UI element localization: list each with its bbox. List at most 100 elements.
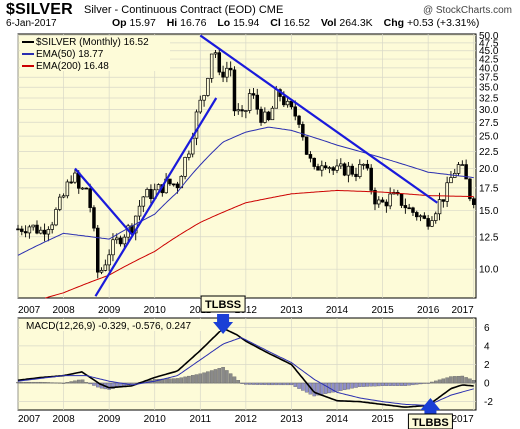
- price-x-tick-label: 2009: [98, 305, 121, 316]
- macd-histogram-bar: [445, 377, 449, 384]
- macd-histogram-bar: [312, 382, 316, 397]
- macd-histogram-bar: [456, 376, 461, 384]
- macd-y-tick-label: 0: [484, 379, 490, 390]
- candle-body: [54, 209, 58, 226]
- macd-histogram-bar: [168, 378, 172, 384]
- macd-x-tick-label: 2009: [98, 414, 121, 425]
- price-y-tick-label: 15.0: [479, 206, 499, 217]
- candle-body: [73, 172, 77, 183]
- candle-body: [365, 163, 370, 169]
- candle-body: [171, 183, 176, 186]
- price-y-tick-label: 47.5: [479, 38, 499, 49]
- price-x-tick-label: 2017: [451, 305, 474, 316]
- price-x-tick-label: 2008: [52, 305, 75, 316]
- trendline: [199, 34, 438, 204]
- candle-body: [240, 109, 244, 112]
- macd-histogram-bar: [373, 382, 377, 387]
- macd-x-tick-label: 2010: [144, 414, 167, 425]
- price-x-tick-label: 2014: [326, 305, 349, 316]
- candle-body: [232, 69, 237, 112]
- macd-histogram-bar: [107, 382, 111, 390]
- candle-body: [380, 199, 385, 203]
- macd-histogram-bar: [433, 380, 438, 384]
- macd-histogram-bar: [471, 380, 476, 384]
- low-value: 15.94: [233, 17, 260, 29]
- macd-histogram: [16, 367, 476, 397]
- change-label: Chg: [383, 17, 405, 29]
- macd-x-tick-label: 2011: [190, 414, 212, 425]
- candle-body: [244, 110, 248, 112]
- tlbbs-up-arrow: [420, 398, 441, 416]
- price-y-tick-label: 20.0: [479, 164, 499, 175]
- macd-histogram-bar: [418, 382, 423, 385]
- open-label: Op: [112, 17, 127, 29]
- candle-body: [384, 201, 389, 207]
- macd-histogram-bar: [228, 373, 233, 384]
- macd-histogram-bar: [346, 382, 351, 390]
- macd-histogram-bar: [415, 382, 419, 385]
- macd-histogram-bar: [426, 382, 430, 384]
- candle-body: [35, 224, 39, 234]
- candle-body: [361, 163, 366, 166]
- macd-x-tick-label: 2014: [326, 414, 349, 425]
- macd-histogram-bar: [190, 375, 195, 384]
- price-x-tick-label: 2010: [144, 305, 167, 316]
- candle-body: [251, 93, 256, 96]
- macd-histogram-bar: [301, 382, 305, 391]
- macd-histogram-bar: [342, 382, 347, 391]
- legend-ema50-label: EMA(50) 18.77: [36, 49, 104, 60]
- price-x-tick-label: 2015: [371, 305, 394, 316]
- macd-histogram-bar: [194, 374, 199, 384]
- symbol-title: $SILVER: [6, 1, 73, 18]
- macd-histogram-bar: [266, 382, 271, 386]
- candle-body: [433, 213, 438, 221]
- macd-histogram-bar: [209, 370, 214, 384]
- candle-body: [456, 164, 461, 174]
- legend-ema200-label: EMA(200) 16.48: [36, 61, 109, 72]
- candle-body: [266, 111, 271, 121]
- candle-body: [122, 236, 127, 245]
- volume-value: 264.3K: [339, 17, 373, 29]
- candle-body: [430, 220, 434, 227]
- macd-histogram-bar: [187, 375, 191, 384]
- candle-body: [118, 237, 123, 245]
- candle-body: [236, 109, 241, 112]
- price-x-tick-label: 2011: [190, 305, 212, 316]
- macd-histogram-bar: [380, 382, 385, 386]
- candle-body: [107, 254, 111, 266]
- macd-histogram-bar: [175, 378, 180, 384]
- candle-body: [346, 165, 351, 176]
- candle-body: [274, 89, 278, 109]
- candle-body: [354, 173, 358, 177]
- candle-body: [259, 108, 263, 123]
- candle-body: [255, 94, 260, 110]
- indicator-lines: [17, 126, 474, 408]
- candle-body: [183, 157, 187, 177]
- macd-histogram-bar: [388, 382, 392, 386]
- candle-body: [327, 167, 332, 170]
- macd-histogram-bar: [65, 382, 70, 384]
- macd-x-tick-label: 2012: [235, 414, 258, 425]
- macd-histogram-bar: [92, 382, 96, 386]
- macd-histogram-bar: [130, 382, 134, 385]
- high-label: Hi: [166, 17, 178, 29]
- macd-line: [17, 327, 474, 408]
- trendline: [74, 167, 133, 236]
- macd-histogram-bar: [171, 378, 176, 384]
- chart-date: 6-Jan-2017: [6, 18, 57, 29]
- macd-histogram-bar: [407, 382, 411, 386]
- candle-body: [468, 178, 472, 200]
- candle-body: [198, 99, 203, 113]
- tlbbs-label: TLBBS: [412, 417, 449, 429]
- candle-body: [80, 187, 85, 190]
- price-x-tick-label: 2016: [417, 305, 440, 316]
- macd-histogram-bar: [88, 382, 92, 385]
- candle-body: [202, 95, 206, 101]
- price-y-tick-label: 40.0: [479, 63, 499, 74]
- candle-body: [190, 137, 195, 155]
- candle-body: [187, 153, 191, 158]
- macd-histogram-bar: [354, 382, 358, 388]
- candle-body: [99, 270, 104, 273]
- price-y-tick-label: 12.5: [479, 232, 499, 243]
- macd-histogram-bar: [274, 382, 278, 386]
